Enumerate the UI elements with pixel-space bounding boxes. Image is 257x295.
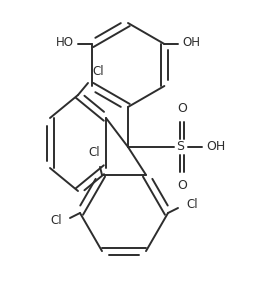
Text: Cl: Cl [88,146,100,159]
Text: OH: OH [182,35,200,48]
Text: HO: HO [56,35,74,48]
Text: Cl: Cl [92,65,104,78]
Text: OH: OH [206,140,225,153]
Text: O: O [177,102,187,115]
Text: O: O [177,179,187,192]
Text: Cl: Cl [50,214,62,227]
Text: S: S [176,140,184,153]
Text: Cl: Cl [186,199,198,212]
